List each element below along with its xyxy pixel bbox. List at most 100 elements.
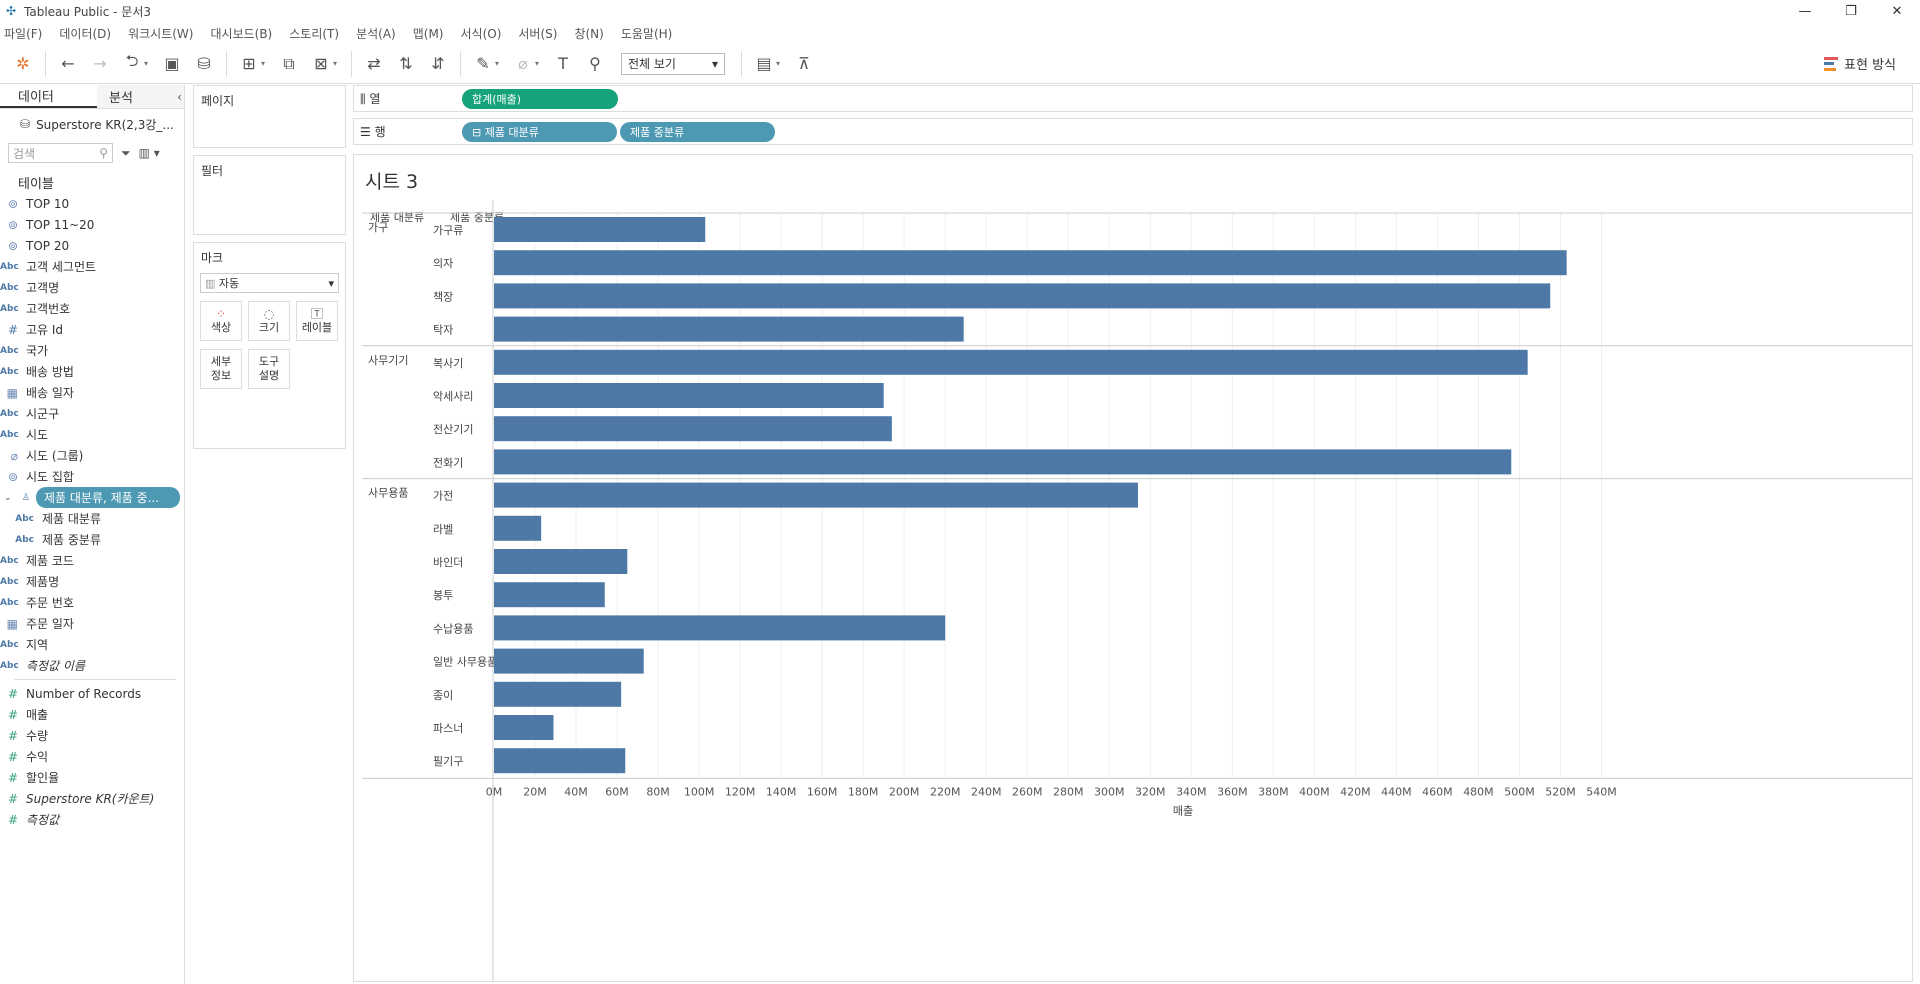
field-item[interactable]: # 수익 <box>0 746 184 767</box>
menu-format[interactable]: 서식(O) <box>460 26 502 41</box>
pages-card[interactable]: 페이지 <box>193 85 346 148</box>
field-item[interactable]: # 수량 <box>0 725 184 746</box>
duplicate-sheet-icon[interactable]: ⧉ <box>283 53 295 73</box>
menu-dashboard[interactable]: 대시보드(B) <box>210 26 273 41</box>
field-item[interactable]: Abc 제품명 <box>0 571 184 592</box>
field-item[interactable]: # 매출 <box>0 704 184 725</box>
fix-axes-icon[interactable]: ⚲ <box>589 54 601 73</box>
highlight-icon[interactable]: ✎ <box>476 54 490 73</box>
view-list-icon[interactable]: ▥ ▾ <box>138 146 160 160</box>
hierarchy-field[interactable]: ⌄ ♙ 제품 대분류, 제품 중... <box>0 487 184 508</box>
sort-ascending-icon[interactable]: ⇅ <box>399 54 413 73</box>
close-icon[interactable]: ✕ <box>1891 3 1903 19</box>
show-me-button[interactable]: 표현 방식 <box>1824 54 1896 73</box>
field-item[interactable]: ▦ 주문 일자 <box>0 613 184 634</box>
collapse-hierarchy-icon[interactable]: ⌄ <box>4 492 12 503</box>
data-source[interactable]: ⛁ Superstore KR(2,3강_... <box>0 109 184 139</box>
field-item[interactable]: Abc 시도 <box>0 424 184 445</box>
save-icon[interactable]: ▣ <box>164 54 180 73</box>
mark-type-value: 자동 <box>218 277 240 290</box>
field-item[interactable]: # 측정값 <box>0 809 184 830</box>
rows-pill-subcategory[interactable]: 제품 중분류 <box>620 121 775 142</box>
search-input[interactable]: 검색 ⚲ <box>8 143 113 163</box>
swap-rows-columns-icon[interactable]: ⇄ <box>367 54 381 73</box>
highlight-dropdown-icon[interactable]: ▾ <box>495 59 500 68</box>
clear-sheet-icon[interactable]: ⊠ <box>314 54 328 73</box>
tab-data[interactable]: 데이터 <box>0 85 97 108</box>
mark-type-select[interactable]: ▥ 자동 ▾ <box>200 273 339 293</box>
field-item[interactable]: # 고유 Id <box>0 319 184 340</box>
field-item[interactable]: Abc 고객 세그먼트 <box>0 256 184 277</box>
field-label: 국가 <box>26 344 49 358</box>
menu-help[interactable]: 도움말(H) <box>620 26 673 41</box>
replay-icon[interactable]: ⮌ <box>125 51 139 70</box>
menu-story[interactable]: 스토리(T) <box>289 26 340 41</box>
field-item[interactable]: Abc 제품 코드 <box>0 550 184 571</box>
field-item[interactable]: # Superstore KR(카운트) <box>0 788 184 809</box>
rows-shelf[interactable]: ☰ 행 ⊟ 제품 대분류 제품 중분류 <box>353 118 1913 145</box>
new-worksheet-icon[interactable]: ⊞ <box>242 54 256 73</box>
field-item[interactable]: Abc 측정값 이름 <box>0 655 184 676</box>
field-item[interactable]: Abc 제품 중분류 <box>0 529 184 550</box>
field-item[interactable]: Abc 고객명 <box>0 277 184 298</box>
redo-icon[interactable]: → <box>93 54 107 73</box>
field-item[interactable]: # Number of Records <box>0 683 184 704</box>
tooltip-button[interactable]: 도구 설명 <box>248 349 290 389</box>
field-item[interactable]: # 할인율 <box>0 767 184 788</box>
field-item[interactable]: Abc 제품 대분류 <box>0 508 184 529</box>
field-item[interactable]: ⊚ 시도 집합 <box>0 466 184 487</box>
clear-sheet-dropdown-icon[interactable]: ▾ <box>333 59 338 68</box>
x-tick-label: 280M <box>1053 785 1084 798</box>
rows-pill-category[interactable]: ⊟ 제품 대분류 <box>462 121 617 142</box>
group-members-icon[interactable]: ⌀ <box>518 54 528 73</box>
field-item[interactable]: ⊚ TOP 11~20 <box>0 214 184 235</box>
menu-map[interactable]: 맵(M) <box>412 26 444 41</box>
field-item[interactable]: Abc 고객번호 <box>0 298 184 319</box>
replay-dropdown-icon[interactable]: ▾ <box>144 59 149 68</box>
columns-pill-sum-sales[interactable]: 합계(매출) <box>462 88 618 109</box>
minimize-icon[interactable]: — <box>1798 3 1812 19</box>
size-button[interactable]: ◌ 크기 <box>248 301 290 341</box>
label-button[interactable]: 🅃 레이블 <box>296 301 338 341</box>
show-cards-icon[interactable]: ▤ <box>756 54 772 73</box>
undo-icon[interactable]: ← <box>61 54 75 73</box>
field-item[interactable]: Abc 지역 <box>0 634 184 655</box>
detail-button[interactable]: 세부 정보 <box>200 349 242 389</box>
field-item[interactable]: ⊚ TOP 10 <box>0 193 184 214</box>
presentation-mode-icon[interactable]: ⊼ <box>798 54 810 73</box>
show-me-icon <box>1824 56 1839 71</box>
new-worksheet-dropdown-icon[interactable]: ▾ <box>261 59 266 68</box>
new-datasource-icon[interactable]: ⛁ <box>197 54 211 73</box>
menu-data[interactable]: 데이터(D) <box>59 26 112 41</box>
menu-worksheet[interactable]: 워크시트(W) <box>128 26 194 41</box>
sort-descending-icon[interactable]: ⇵ <box>431 54 445 73</box>
show-cards-dropdown-icon[interactable]: ▾ <box>776 59 781 68</box>
tableau-start-icon[interactable]: ✲ <box>16 54 30 73</box>
menu-analysis[interactable]: 분석(A) <box>356 26 396 41</box>
field-item[interactable]: Abc 배송 방법 <box>0 361 184 382</box>
tooltip-label: 도구 설명 <box>258 355 280 382</box>
collapse-pane-icon[interactable]: ‹ <box>175 85 184 108</box>
group-dropdown-icon[interactable]: ▾ <box>535 59 540 68</box>
field-item[interactable]: ⌀ 시도 (그룹) <box>0 445 184 466</box>
tab-analysis[interactable]: 분석 <box>97 85 175 108</box>
field-item[interactable]: Abc 국가 <box>0 340 184 361</box>
x-tick-label: 0M <box>486 785 503 798</box>
field-item[interactable]: ▦ 배송 일자 <box>0 382 184 403</box>
view-size-select[interactable]: 전체 보기 ▾ <box>621 52 725 75</box>
string-type-icon: Abc <box>0 576 19 587</box>
field-item[interactable]: Abc 시군구 <box>0 403 184 424</box>
x-tick-label: 480M <box>1463 785 1494 798</box>
filter-icon[interactable]: ⏷ <box>121 145 131 160</box>
menu-file[interactable]: 파일(F) <box>4 26 43 41</box>
restore-icon[interactable]: ❐ <box>1845 3 1857 19</box>
show-mark-labels-icon[interactable]: T <box>558 54 568 73</box>
menu-server[interactable]: 서버(S) <box>518 26 558 41</box>
columns-shelf[interactable]: ⫼ 열 합계(매출) <box>353 85 1913 112</box>
field-label: 측정값 이름 <box>26 659 86 673</box>
field-item[interactable]: Abc 주문 번호 <box>0 592 184 613</box>
field-item[interactable]: ⊚ TOP 20 <box>0 235 184 256</box>
menu-window[interactable]: 창(N) <box>574 26 604 41</box>
color-button[interactable]: ⁘ 색상 <box>200 301 242 341</box>
filters-card[interactable]: 필터 <box>193 155 346 235</box>
